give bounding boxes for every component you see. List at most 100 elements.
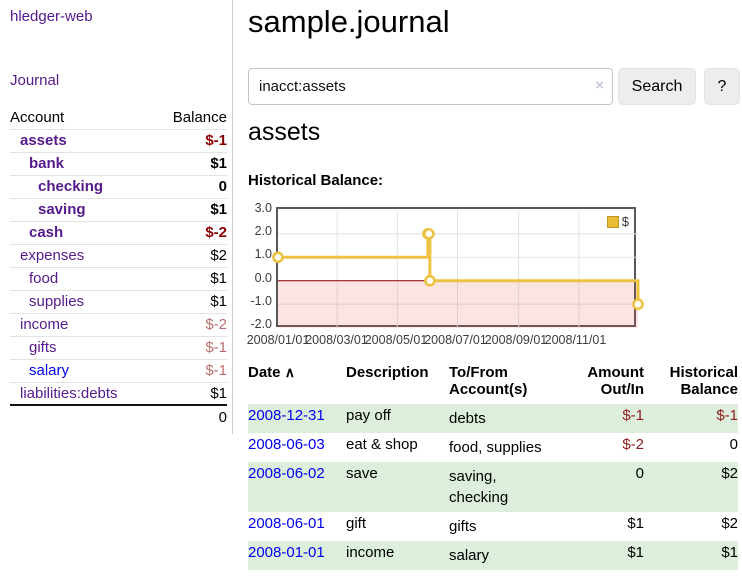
account-balance: $2	[154, 243, 227, 267]
account-link-cash[interactable]: cash	[29, 224, 64, 241]
account-row: saving $1	[10, 197, 227, 221]
account-link-supplies[interactable]: supplies	[29, 293, 85, 310]
account-balance: $-1	[154, 358, 227, 382]
transaction-accounts: salary	[449, 547, 490, 564]
transaction-row[interactable]: 2008-06-02 save saving, checking 0 $2	[248, 462, 738, 512]
account-link-gifts[interactable]: gifts	[29, 339, 57, 356]
chart-title: Historical Balance:	[248, 172, 384, 189]
account-balance: $-2	[154, 312, 227, 336]
transaction-balance: $2	[721, 515, 738, 532]
transaction-description: eat & shop	[346, 436, 418, 453]
transaction-accounts: debts	[449, 410, 486, 427]
transaction-row[interactable]: 2008-06-03 eat & shop food, supplies $-2…	[248, 433, 738, 462]
col-accounts: To/From Account(s)	[449, 364, 528, 398]
transaction-balance: $-1	[716, 407, 738, 424]
accounts-header-balance: Balance	[172, 108, 227, 126]
account-link-checking[interactable]: checking	[38, 178, 104, 195]
register-table: Date ∧ Description To/From Account(s) Am…	[248, 364, 738, 570]
account-row: bank $1	[10, 151, 227, 175]
help-button[interactable]: ?	[704, 68, 740, 105]
account-link-expenses[interactable]: expenses	[20, 247, 85, 264]
transaction-date-link[interactable]: 2008-01-01	[248, 544, 325, 561]
transaction-accounts: gifts	[449, 518, 477, 535]
account-row: supplies $1	[10, 289, 227, 313]
account-balance: $1	[154, 266, 227, 290]
x-axis-tick-label: 2008/01/01	[246, 333, 310, 347]
y-axis-tick-label: -2.0	[250, 317, 272, 331]
transaction-amount: $-2	[622, 436, 644, 453]
chart-svg	[272, 210, 644, 328]
account-row: food $1	[10, 266, 227, 290]
transaction-date-link[interactable]: 2008-06-03	[248, 436, 325, 453]
account-balance: $-2	[154, 220, 227, 244]
account-row: assets $-1	[10, 128, 227, 152]
col-description: Description	[346, 364, 429, 381]
transaction-date-link[interactable]: 2008-06-01	[248, 515, 325, 532]
transaction-accounts: saving, checking	[449, 468, 509, 506]
search-button[interactable]: Search	[618, 68, 696, 105]
account-row: liabilities:debts $1	[10, 381, 227, 405]
account-balance: $-1	[154, 128, 227, 152]
col-date-label: Date	[248, 364, 281, 381]
chart-plot-area[interactable]: $	[272, 207, 644, 328]
account-balance: $1	[154, 197, 227, 221]
account-row: cash $-2	[10, 220, 227, 244]
account-link-food[interactable]: food	[29, 270, 59, 287]
transaction-row[interactable]: 2008-06-01 gift gifts $1 $2	[248, 512, 738, 541]
account-balance: $1	[154, 381, 227, 405]
transaction-balance: $2	[721, 465, 738, 482]
account-balance: $1	[154, 289, 227, 313]
account-link-assets[interactable]: assets	[20, 132, 67, 149]
accounts-total-row: 0	[10, 404, 227, 428]
accounts-header-row: Account Balance	[10, 106, 227, 129]
account-link-income[interactable]: income	[20, 316, 69, 333]
page-title: sample.journal	[248, 4, 450, 39]
account-balance: $-1	[154, 335, 227, 359]
transaction-description: save	[346, 465, 378, 482]
x-axis-tick-label: 2008/09/01	[484, 333, 548, 347]
transaction-date-link[interactable]: 2008-06-02	[248, 465, 325, 482]
transaction-row[interactable]: 2008-12-31 pay off debts $-1 $-1	[248, 404, 738, 433]
account-row: expenses $2	[10, 243, 227, 267]
historical-balance-chart: $ 3.0 2.0 1.0 0.0 -1.0 -2.0 2008/01/01 2008/03…	[240, 198, 670, 350]
transaction-accounts: food, supplies	[449, 439, 542, 456]
account-link-bank[interactable]: bank	[29, 155, 65, 172]
col-date[interactable]: Date ∧	[248, 364, 346, 404]
transaction-description: income	[346, 544, 395, 561]
accounts-header-account: Account	[10, 108, 65, 126]
transaction-amount: $1	[627, 544, 644, 561]
accounts-table: Account Balance assets $-1 bank $1 check…	[10, 106, 227, 428]
sidebar: hledger-web Journal Account Balance asse…	[0, 0, 233, 434]
account-link-salary[interactable]: salary	[29, 362, 70, 379]
transaction-amount: $1	[627, 515, 644, 532]
account-row: checking 0	[10, 174, 227, 198]
account-link-liabilities-debts[interactable]: liabilities:debts	[20, 384, 118, 402]
brand-link[interactable]: hledger-web	[10, 8, 93, 25]
transaction-amount: 0	[635, 465, 644, 482]
y-axis-tick-label: 1.0	[254, 247, 272, 262]
search-input[interactable]	[248, 68, 613, 105]
account-link-saving[interactable]: saving	[38, 201, 86, 218]
transaction-date-link[interactable]: 2008-12-31	[248, 407, 325, 424]
y-axis-tick-label: -1.0	[250, 293, 272, 308]
account-row: income $-2	[10, 312, 227, 336]
nav-journal-link[interactable]: Journal	[10, 72, 60, 89]
account-row: gifts $-1	[10, 335, 227, 359]
col-balance: Historical Balance	[669, 364, 738, 398]
transaction-balance: 0	[729, 436, 738, 453]
transaction-row[interactable]: 2008-01-01 income salary $1 $1	[248, 541, 738, 570]
transaction-description: pay off	[346, 407, 391, 424]
transaction-description: gift	[346, 515, 367, 532]
account-balance: $1	[154, 151, 227, 175]
transaction-balance: $1	[721, 544, 738, 561]
transaction-amount: $-1	[622, 407, 644, 424]
y-axis-tick-label: 0.0	[254, 270, 272, 285]
accounts-total: 0	[154, 404, 227, 428]
x-axis-tick-label: 2008/11/01	[544, 333, 607, 347]
x-axis-tick-label: 2008/07/01	[424, 333, 487, 347]
col-amount: Amount Out/In	[587, 364, 644, 398]
clear-search-icon[interactable]: ×	[595, 77, 604, 94]
account-heading: assets	[248, 118, 321, 146]
chart-legend: $	[606, 214, 629, 229]
search-field-wrap: ×	[248, 68, 613, 105]
